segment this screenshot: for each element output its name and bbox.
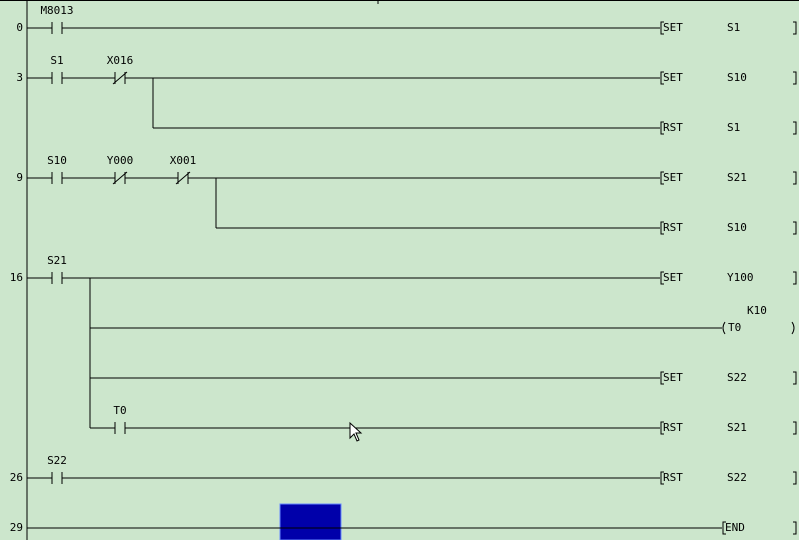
operand: S10: [727, 71, 747, 84]
contact-slash: [112, 71, 128, 85]
contact-label: S1: [50, 54, 63, 67]
contact-gap: [52, 177, 62, 179]
bracket-open: [660, 271, 664, 285]
coil-name: T0: [728, 321, 741, 334]
operand: S21: [727, 171, 747, 184]
bracket-open: [660, 371, 664, 385]
contact-gap: [52, 77, 62, 79]
operand: S22: [727, 471, 747, 484]
bracket-close: [793, 21, 797, 35]
contact-gap: [52, 27, 62, 29]
instruction: SET: [663, 371, 683, 384]
operand: S1: [727, 121, 740, 134]
contact-slash: [112, 171, 128, 185]
bracket-open: [660, 421, 664, 435]
operand: S22: [727, 371, 747, 384]
contact-slash: [175, 171, 191, 185]
bracket-open: [660, 171, 664, 185]
rungs: 0 M8013 SET S1 3 S1 X016 SET S10 RST S1 9 S10 Y000 X00…: [10, 4, 797, 535]
operand: S10: [727, 221, 747, 234]
bracket-close: [793, 471, 797, 485]
cursor-box[interactable]: [279, 503, 342, 540]
operand: S1: [727, 21, 740, 34]
instruction: SET: [663, 71, 683, 84]
contact-label: S22: [47, 454, 67, 467]
bracket-close: [793, 271, 797, 285]
bracket-open: [660, 21, 664, 35]
instruction: RST: [663, 471, 683, 484]
instruction: RST: [663, 221, 683, 234]
bracket-open: [660, 71, 664, 85]
bracket-close: [793, 371, 797, 385]
contact-label: X001: [170, 154, 197, 167]
contact-label: S21: [47, 254, 67, 267]
instruction: END: [725, 521, 745, 534]
contact-label: Y000: [107, 154, 134, 167]
operand: S21: [727, 421, 747, 434]
contact-gap: [115, 427, 125, 429]
contact-gap: [52, 277, 62, 279]
coil-open: [722, 321, 726, 335]
bracket-close: [793, 221, 797, 235]
instruction: SET: [663, 271, 683, 284]
operand: Y100: [727, 271, 754, 284]
contact-gap: [52, 477, 62, 479]
instruction: RST: [663, 421, 683, 434]
bracket-close: [793, 171, 797, 185]
instruction: SET: [663, 21, 683, 34]
instruction: SET: [663, 171, 683, 184]
bracket-close: [793, 521, 797, 535]
contact-label: X016: [107, 54, 134, 67]
contact-label: S10: [47, 154, 67, 167]
step-number: 9: [16, 171, 23, 184]
contact-label: M8013: [40, 4, 73, 17]
bracket-open: [722, 521, 726, 535]
bracket-open: [660, 471, 664, 485]
step-number: 0: [16, 21, 23, 34]
bracket-close: [793, 121, 797, 135]
instruction: RST: [663, 121, 683, 134]
mouse-pointer: [349, 421, 363, 442]
coil-close: [791, 321, 795, 335]
step-number: 29: [10, 521, 23, 534]
bracket-open: [660, 121, 664, 135]
coil-param: K10: [747, 304, 767, 317]
step-number: 3: [16, 71, 23, 84]
contact-label: T0: [113, 404, 126, 417]
bracket-close: [793, 421, 797, 435]
step-number: 26: [10, 471, 23, 484]
bracket-close: [793, 71, 797, 85]
bracket-open: [660, 221, 664, 235]
step-number: 16: [10, 271, 23, 284]
